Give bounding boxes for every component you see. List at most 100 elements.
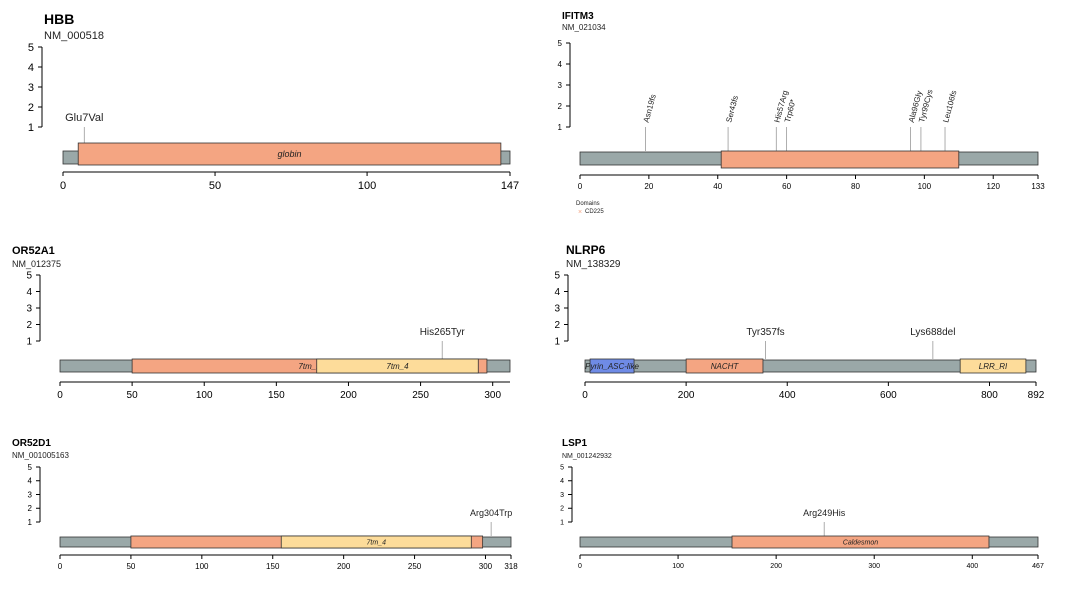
y-tick-label: 5 xyxy=(28,463,33,472)
x-tick-label: 300 xyxy=(868,563,880,570)
legend-item: CD225 xyxy=(585,209,604,215)
panel-or52a1: OR52A1 NM_012375 1 2 3 4 5 7tm_1 7tm_4 His265Tyr 0… xyxy=(12,245,511,401)
x-tick-label: 400 xyxy=(966,563,978,570)
panel-or52d1: OR52D1NM_001005163123457tm_17tm_4Arg304T… xyxy=(12,438,518,571)
x-tick-label: 300 xyxy=(479,562,493,571)
y-tick-label: 5 xyxy=(28,42,34,54)
x-tick-label: 250 xyxy=(412,390,429,401)
y-tick-label: 2 xyxy=(28,504,33,513)
panel-lsp1: LSP1 NM_001242932 1 2 3 4 5 Caldesmon Arg249His 0… xyxy=(560,438,1044,570)
y-tick-label: 1 xyxy=(558,123,563,132)
x-tick-label: 150 xyxy=(268,390,285,401)
panel-hbb: HBB NM_000518 1 2 3 4 5 globin Glu7Val 0 50 100 147 xyxy=(28,11,519,192)
y-tick-label: 1 xyxy=(26,337,32,348)
domain-pyrin_asc-like xyxy=(589,358,635,374)
x-tick-label: 0 xyxy=(582,390,588,401)
domain-label: 7tm_4 xyxy=(367,539,387,546)
transcript-id: NM_138329 xyxy=(566,259,621,270)
x-tick-label: 400 xyxy=(779,390,796,401)
gene-title: NLRP6 xyxy=(566,243,606,257)
transcript-id: NM_012375 xyxy=(12,259,61,269)
domain-nacht xyxy=(685,358,764,374)
y-tick-label: 5 xyxy=(558,39,563,48)
domain-label: Pyrin_ASC-like xyxy=(585,362,639,371)
gene-title: OR52D1 xyxy=(12,438,51,449)
y-tick-label: 4 xyxy=(554,287,560,298)
y-tick-label: 2 xyxy=(26,320,32,331)
x-tick-label: 0 xyxy=(57,390,63,401)
domain-label: LRR_RI xyxy=(979,362,1008,371)
domain-label: NACHT xyxy=(711,362,740,371)
y-tick-label: 3 xyxy=(560,492,564,499)
domain-lrr_ri xyxy=(959,358,1027,374)
domain-unnamed xyxy=(720,150,960,169)
mutation-label: Tyr357fs xyxy=(746,327,784,338)
y-tick-label: 2 xyxy=(560,506,564,513)
x-tick-label: 200 xyxy=(678,390,695,401)
y-tick-label: 5 xyxy=(560,464,564,471)
gene-title: HBB xyxy=(44,11,74,27)
x-tick-label: 800 xyxy=(981,390,998,401)
x-tick-label: 0 xyxy=(578,563,582,570)
legend-title: Domains xyxy=(576,201,600,207)
mutation-label: Asn19fs xyxy=(642,93,658,123)
transcript-id: NM_001005163 xyxy=(12,451,69,460)
x-tick-label: 0 xyxy=(60,180,66,192)
x-tick-label: 318 xyxy=(504,562,518,571)
y-tick-label: 2 xyxy=(28,102,34,114)
x-tick-label: 80 xyxy=(851,182,860,191)
domain-globin xyxy=(77,142,502,166)
legend-marker: × xyxy=(578,209,582,216)
x-tick-label: 100 xyxy=(358,180,376,192)
x-tick-label: 200 xyxy=(770,563,782,570)
x-tick-label: 150 xyxy=(266,562,280,571)
x-tick-label: 50 xyxy=(126,562,135,571)
transcript-id: NM_021034 xyxy=(562,23,606,32)
transcript-id: NM_000518 xyxy=(44,30,104,42)
x-tick-label: 100 xyxy=(195,562,209,571)
x-tick-label: 60 xyxy=(782,182,791,191)
y-tick-label: 1 xyxy=(560,519,564,526)
mutation-label: Glu7Val xyxy=(65,112,103,124)
y-tick-label: 3 xyxy=(554,304,560,315)
mutation-label: Arg249His xyxy=(803,508,846,518)
x-tick-label: 467 xyxy=(1032,563,1044,570)
domain-7tm_4 xyxy=(280,535,472,549)
y-tick-label: 4 xyxy=(558,60,563,69)
y-tick-label: 4 xyxy=(28,62,34,74)
x-tick-label: 20 xyxy=(644,182,653,191)
y-tick-label: 4 xyxy=(26,287,32,298)
y-tick-label: 1 xyxy=(28,518,33,527)
gene-title: IFITM3 xyxy=(562,11,594,22)
x-tick-label: 0 xyxy=(58,562,63,571)
x-tick-label: 120 xyxy=(987,182,1001,191)
x-tick-label: 100 xyxy=(196,390,213,401)
y-tick-label: 3 xyxy=(28,82,34,94)
domain-caldesmon xyxy=(731,535,990,549)
panel-nlrp6: NLRP6 NM_138329 1 2 3 4 5 Pyrin_ASC-like NACHT LR… xyxy=(554,243,1044,401)
mutation-label: Leu106fs xyxy=(941,89,958,123)
domain-label: 7tm_4 xyxy=(386,362,409,371)
y-tick-label: 1 xyxy=(28,122,34,134)
x-tick-label: 133 xyxy=(1031,182,1045,191)
y-tick-label: 2 xyxy=(558,102,563,111)
mutation-label: Ser43fs xyxy=(724,95,740,124)
x-tick-label: 600 xyxy=(880,390,897,401)
gene-title: OR52A1 xyxy=(12,245,55,257)
gene-title: LSP1 xyxy=(562,438,587,449)
x-tick-label: 100 xyxy=(918,182,932,191)
y-tick-label: 1 xyxy=(554,337,560,348)
x-tick-label: 50 xyxy=(127,390,139,401)
mutation-label: His265Tyr xyxy=(420,327,466,338)
mutation-label: Lys688del xyxy=(910,327,955,338)
y-tick-label: 3 xyxy=(28,490,33,499)
x-tick-label: 100 xyxy=(672,563,684,570)
x-tick-label: 250 xyxy=(408,562,422,571)
y-tick-label: 3 xyxy=(558,81,563,90)
transcript-id: NM_001242932 xyxy=(562,453,612,460)
x-tick-label: 40 xyxy=(713,182,722,191)
x-tick-label: 0 xyxy=(578,182,583,191)
x-tick-label: 300 xyxy=(484,390,501,401)
